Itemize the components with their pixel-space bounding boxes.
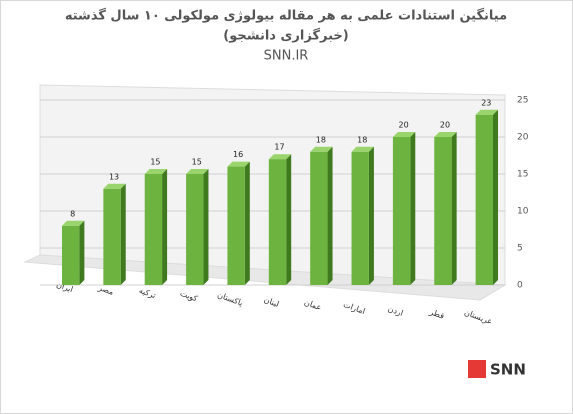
bar-side [451,132,457,285]
y-tick-label: 20 [517,133,529,143]
bar-side [286,154,292,285]
value-label: 8 [70,209,75,218]
y-tick-label: 25 [517,96,528,106]
y-tick-label: 5 [517,244,523,254]
value-label: 20 [440,121,450,130]
bar [103,188,121,285]
bar-top [268,154,292,160]
bar [434,137,452,285]
bar-top [227,161,250,167]
source: SNN.IR [264,49,309,64]
y-tick-label: 0 [517,281,523,291]
bar-side [244,161,250,285]
bar [144,174,163,285]
value-label: 20 [398,121,408,130]
y-tick-label: 10 [517,207,529,217]
value-label: 17 [274,143,284,152]
bar-top [144,169,168,174]
value-label: 15 [150,158,160,167]
y-tick-label: 15 [517,170,528,180]
chart-subtitle: (خبرگزاری دانشجو) [223,28,348,44]
bar-side [203,169,209,285]
bar [186,174,204,285]
bar-top [351,146,374,152]
bar-side [162,169,168,285]
bar-side [410,132,416,285]
bar-side [327,146,333,285]
logo-box [468,360,486,378]
bar [61,225,80,285]
bar [392,137,411,285]
bar-top [103,183,126,189]
bar-top [475,109,499,115]
bar [310,151,328,285]
value-label: 18 [357,135,367,144]
bar-side [368,146,374,285]
value-label: 23 [481,98,491,107]
bar [351,151,369,285]
value-label: 13 [109,172,119,181]
chart-title: میانگین استنادات علمی به هر مقاله بیولوژ… [65,8,507,24]
bar-top [434,132,457,137]
bar-top [392,132,416,137]
value-label: 16 [233,150,243,159]
bar [475,114,494,285]
value-label: 15 [192,158,202,167]
bar-side [79,220,85,285]
bar-top [61,220,85,226]
bar-side [493,109,499,285]
bar [268,159,287,285]
watermark: SNN [490,361,526,379]
bar-side [120,183,126,285]
value-label: 18 [316,135,326,144]
bar-top [186,169,209,174]
bar [227,166,245,285]
bar-top [310,146,333,152]
